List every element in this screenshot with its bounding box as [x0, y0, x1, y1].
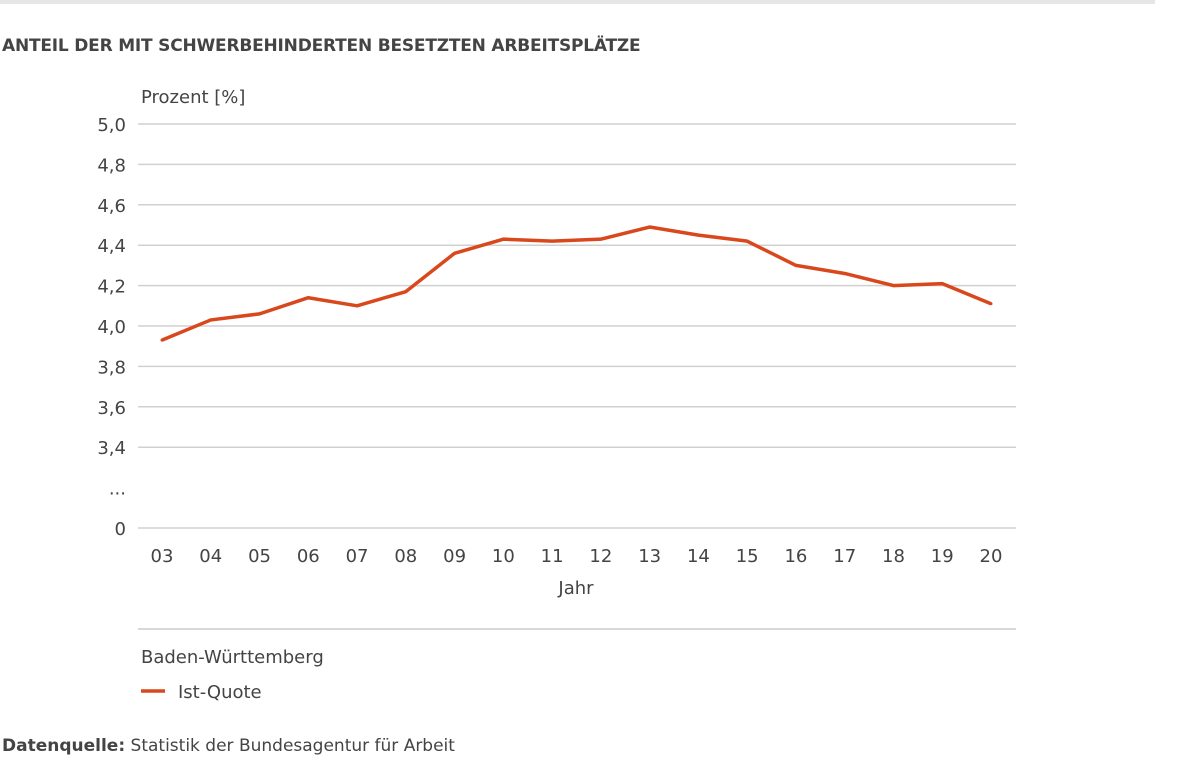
- x-tick-label: 18: [882, 546, 905, 567]
- y-tick-label: 3,4: [97, 438, 126, 459]
- data-point: [550, 239, 554, 243]
- x-tick-label: 10: [492, 546, 515, 567]
- x-tick-label: 08: [394, 546, 417, 567]
- y-tick-label: 0: [115, 519, 126, 540]
- data-point: [404, 290, 408, 294]
- data-point: [258, 312, 262, 316]
- x-tick-label: 15: [736, 546, 759, 567]
- x-tick-label: 09: [443, 546, 466, 567]
- x-tick-label: 20: [980, 546, 1003, 567]
- data-point: [501, 237, 505, 241]
- x-tick-label: 03: [151, 546, 174, 567]
- y-tick-label: 3,6: [97, 398, 126, 419]
- y-tick-label: 4,4: [97, 236, 126, 257]
- data-point: [209, 318, 213, 322]
- x-tick-label: 14: [687, 546, 710, 567]
- data-point: [989, 302, 993, 306]
- x-tick-label: 04: [199, 546, 222, 567]
- chart-title: ANTEIL DER MIT SCHWERBEHINDERTEN BESETZT…: [2, 36, 641, 56]
- source-text: Statistik der Bundesagentur für Arbeit: [130, 736, 455, 756]
- legend-entry: Ist-Quote: [178, 682, 262, 703]
- x-axis-label: Jahr: [557, 578, 594, 599]
- data-point: [648, 225, 652, 229]
- source-label: Datenquelle:: [2, 736, 126, 756]
- data-point: [453, 251, 457, 255]
- x-tick-label: 16: [784, 546, 807, 567]
- y-tick-label: 4,2: [97, 277, 126, 298]
- data-point: [891, 284, 895, 288]
- x-tick-label: 12: [589, 546, 612, 567]
- data-source: Datenquelle: Statistik der Bundesagentur…: [2, 736, 455, 756]
- x-tick-label: 05: [248, 546, 271, 567]
- x-tick-label: 17: [833, 546, 856, 567]
- data-point: [794, 263, 798, 267]
- legend-region: Baden-Württemberg: [141, 647, 324, 668]
- x-tick-label: 11: [541, 546, 564, 567]
- data-point: [940, 282, 944, 286]
- y-axis-label: Prozent [%]: [141, 87, 245, 108]
- x-tick-label: 07: [346, 546, 369, 567]
- x-tick-label: 06: [297, 546, 320, 567]
- y-tick-label: 4,6: [97, 196, 126, 217]
- series-line-ist-quote: [161, 225, 992, 342]
- y-tick-label: ...: [109, 479, 126, 500]
- y-tick-label: 4,8: [97, 155, 126, 176]
- data-point: [355, 304, 359, 308]
- data-point: [160, 338, 164, 342]
- x-tick-label: 19: [931, 546, 954, 567]
- data-point: [306, 296, 310, 300]
- data-point: [843, 271, 847, 275]
- top-bar: [0, 0, 1155, 4]
- y-tick-label: 4,0: [97, 317, 126, 338]
- y-tick-label: 3,8: [97, 357, 126, 378]
- data-point: [599, 237, 603, 241]
- x-tick-label: 13: [638, 546, 661, 567]
- data-point: [745, 239, 749, 243]
- data-point: [696, 233, 700, 237]
- y-tick-label: 5,0: [97, 115, 126, 136]
